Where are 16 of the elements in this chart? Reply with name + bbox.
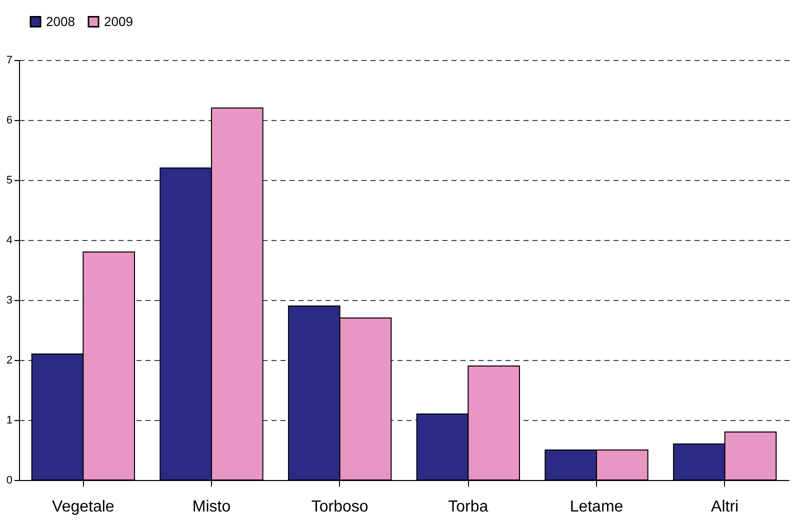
x-tick-label: Altri <box>711 498 739 516</box>
x-tick-label: Torboso <box>311 498 368 516</box>
y-tick-label: 4 <box>6 234 12 246</box>
x-tick-label: Misto <box>192 498 231 516</box>
y-tick-label: 0 <box>6 474 12 486</box>
legend-label: 2009 <box>104 14 133 29</box>
x-tick-label: Letame <box>570 498 624 516</box>
x-tick-label: Torba <box>448 498 488 516</box>
y-tick-label: 3 <box>6 294 12 306</box>
y-tick-label: 5 <box>6 174 12 186</box>
y-tick-label: 1 <box>6 414 12 426</box>
legend-label: 2008 <box>46 14 75 29</box>
x-tick-label: Vegetale <box>52 498 114 516</box>
y-tick-label: 2 <box>6 354 12 366</box>
y-tick-label: 6 <box>6 114 12 126</box>
y-tick-label: 7 <box>6 54 12 66</box>
